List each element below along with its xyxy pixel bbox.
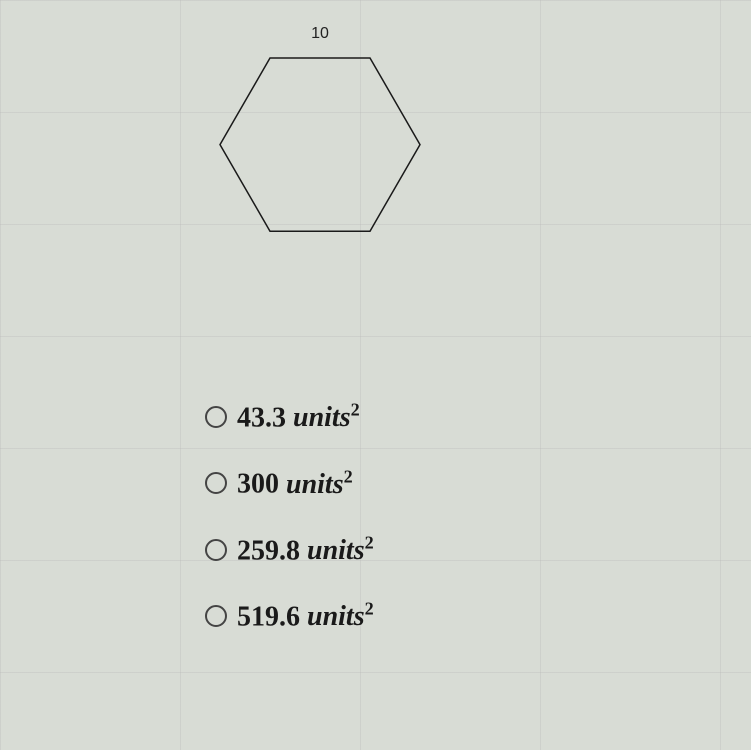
side-length-label: 10: [311, 25, 329, 43]
option-text: 300 units2: [237, 466, 353, 500]
hexagon-polygon: [220, 58, 420, 231]
option-text: 519.6 units2: [237, 599, 374, 633]
option-d[interactable]: 519.6 units2: [205, 599, 374, 633]
option-value: 519.6: [237, 601, 300, 632]
option-value: 43.3: [237, 402, 286, 433]
option-unit: units2: [307, 535, 374, 566]
option-value: 259.8: [237, 535, 300, 566]
option-b[interactable]: 300 units2: [205, 466, 374, 500]
radio-icon: [205, 406, 227, 428]
option-a[interactable]: 43.3 units2: [205, 400, 374, 434]
option-text: 259.8 units2: [237, 533, 374, 567]
option-unit: units2: [293, 402, 360, 433]
radio-icon: [205, 539, 227, 561]
option-value: 300: [237, 469, 279, 500]
radio-icon: [205, 605, 227, 627]
option-unit: units2: [286, 469, 353, 500]
option-text: 43.3 units2: [237, 400, 360, 434]
option-unit: units2: [307, 601, 374, 632]
option-c[interactable]: 259.8 units2: [205, 533, 374, 567]
hexagon-diagram: 10: [170, 20, 470, 300]
answer-options: 43.3 units2 300 units2 259.8 units2 519.…: [205, 400, 374, 665]
radio-icon: [205, 472, 227, 494]
hexagon-shape: [170, 48, 470, 248]
